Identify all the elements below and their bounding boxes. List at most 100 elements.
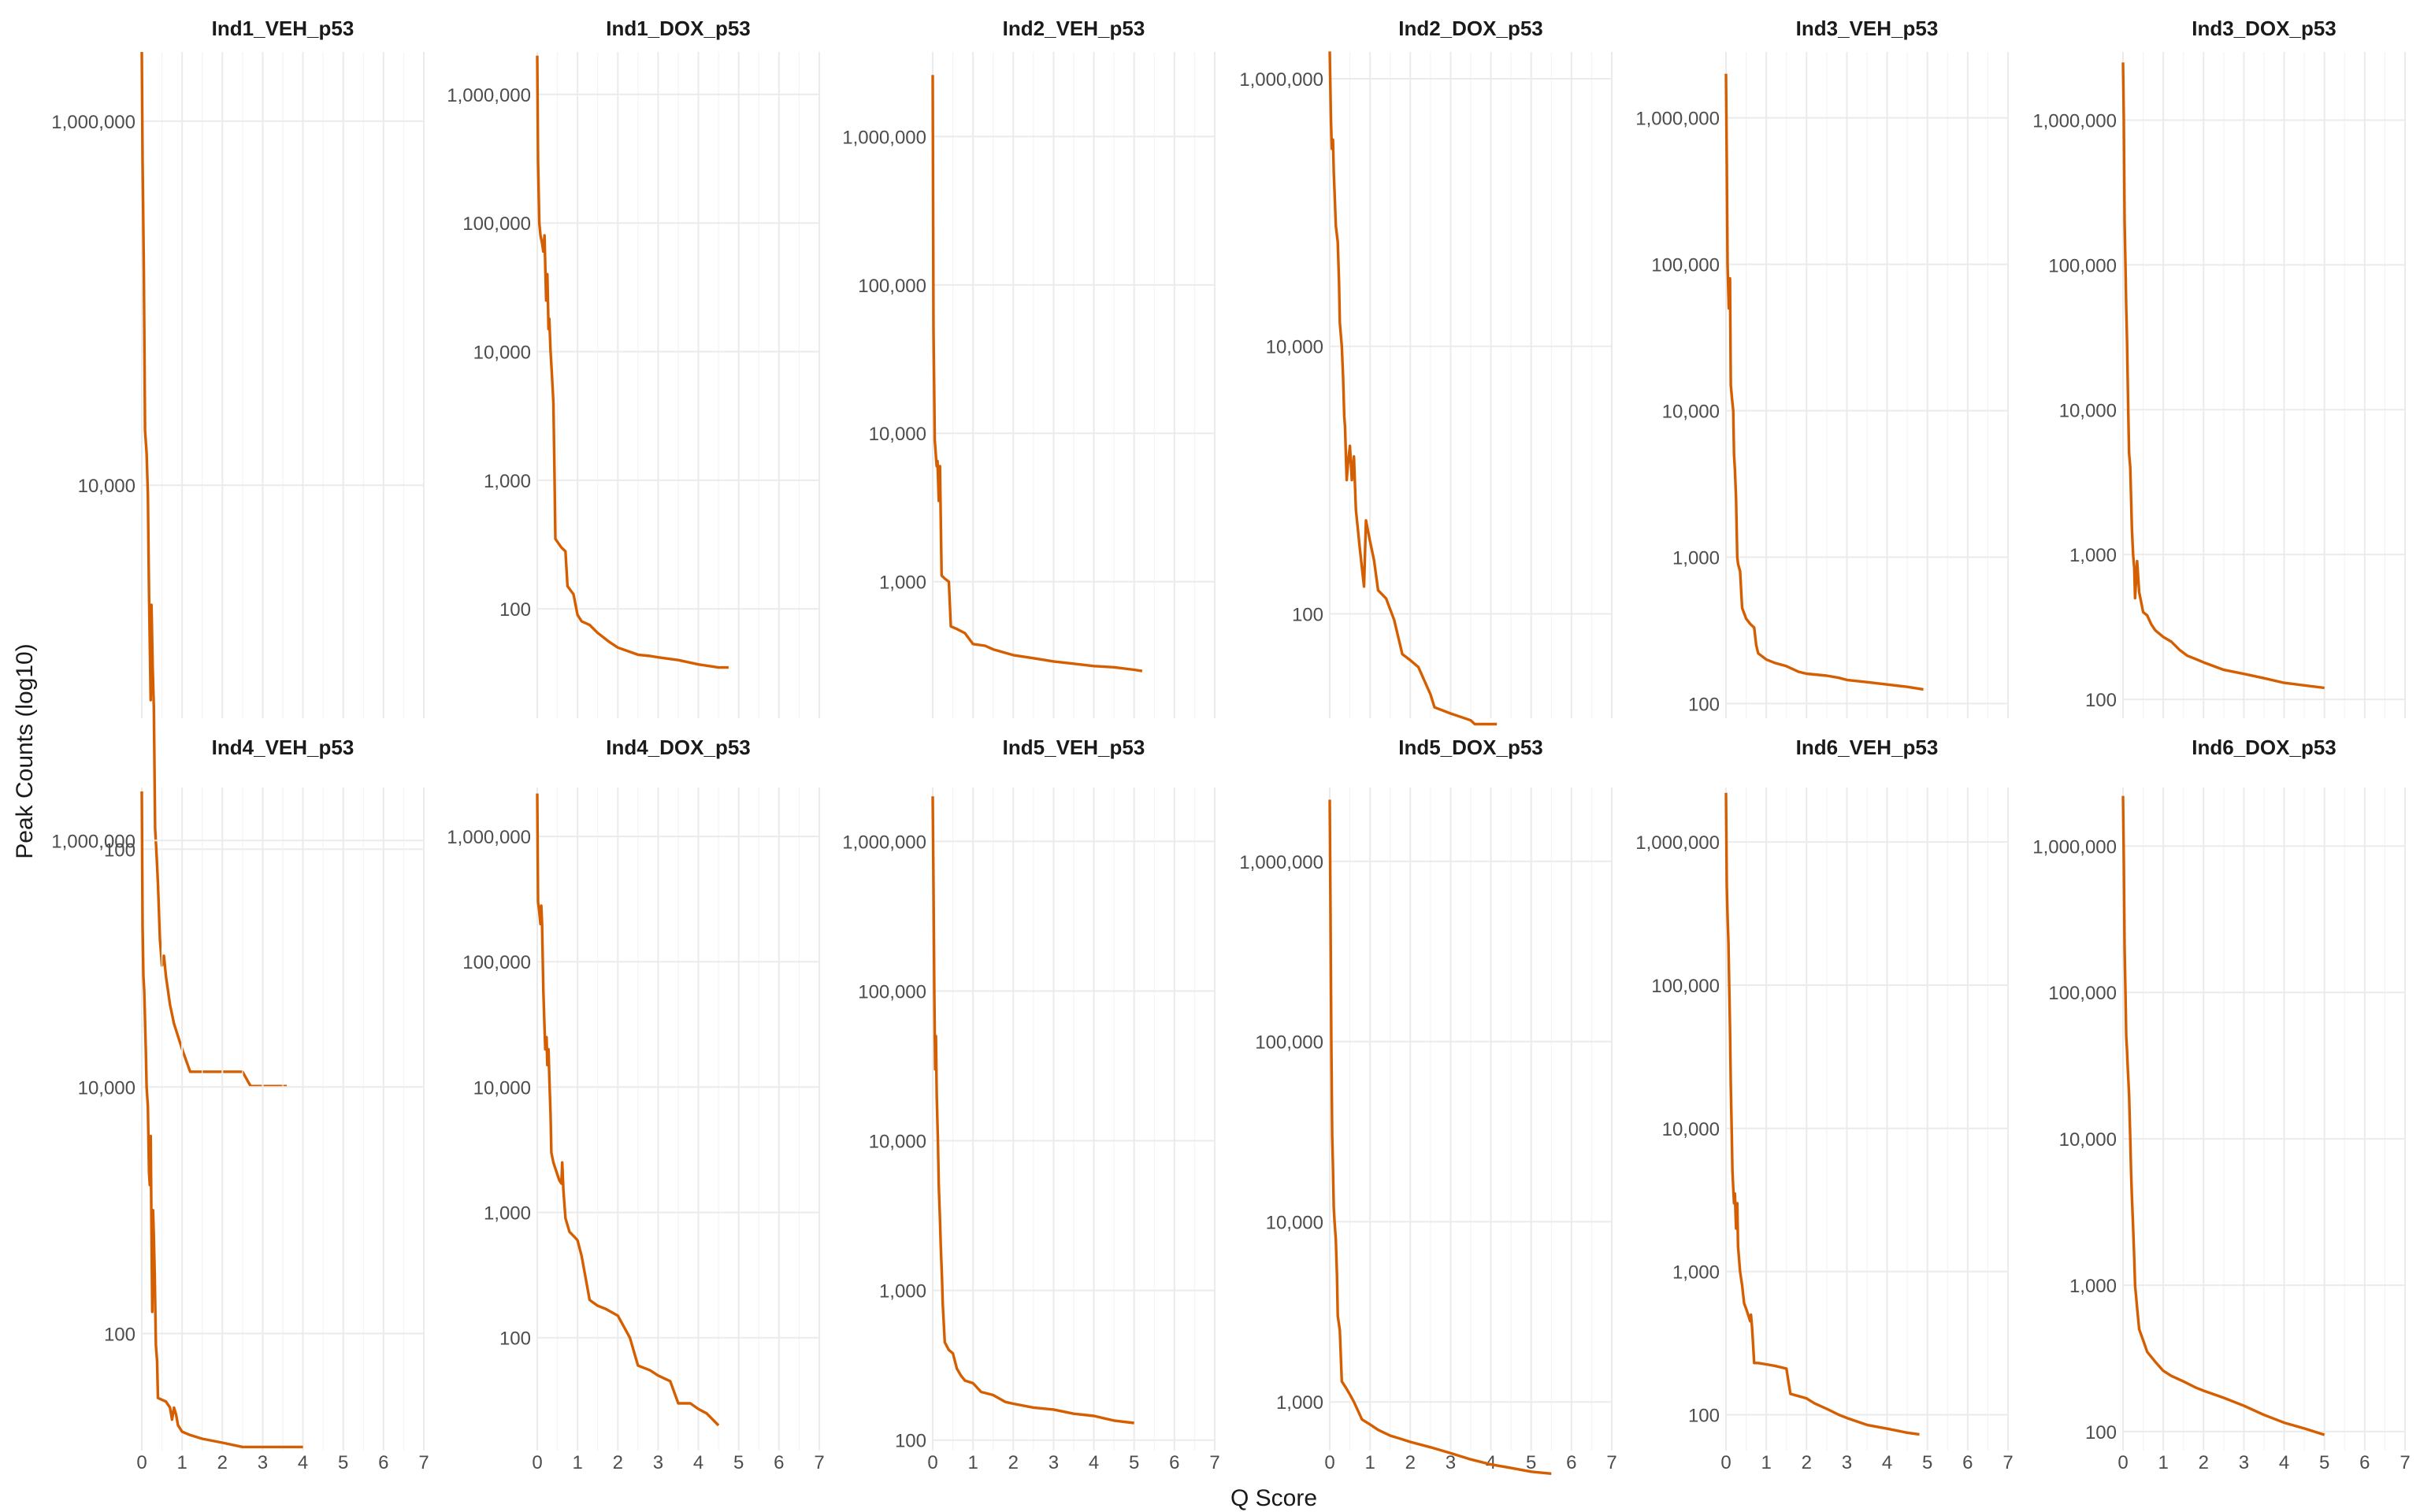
y-tick-label: 1,000,000 [2032,110,2117,132]
x-tick-label: 2 [2199,1452,2209,1473]
y-tick-label: 10,000 [2059,400,2117,421]
x-tick-label: 3 [1842,1452,1852,1473]
panel-title: Ind2_VEH_p53 [1003,17,1145,40]
series-line [931,75,1143,673]
panel-Ind3_VEH_p53: 100 1,000 10,000 100,000 1,000,000 Ind3_VEH_p… [1635,17,2009,718]
y-axis-title: Peak Counts (log10) [12,643,38,859]
series-line [2121,62,2325,690]
panel-title: Ind1_DOX_p53 [606,17,751,40]
x-tick-label: 5 [2319,1452,2329,1473]
series-line [140,51,288,1088]
x-tick-label: 4 [1089,1452,1099,1473]
y-tick-label: 100,000 [1255,1032,1323,1054]
x-tick-label: 2 [613,1452,623,1473]
panel-Ind6_DOX_p53: 100 1,000 10,000 100,000 1,000,000 0 1 2 3 4 5 6 7 In… [2032,736,2410,1473]
x-tick-label: 0 [532,1452,542,1473]
panel-Ind5_VEH_p53: 100 1,000 10,000 100,000 1,000,000 0 1 2 3 4 5 6 7 In… [842,736,1219,1473]
panel-title: Ind3_VEH_p53 [1796,17,1939,40]
y-tick-label: 1,000,000 [1239,69,1323,91]
x-tick-label: 0 [1720,1452,1731,1473]
y-tick-label: 100,000 [462,952,531,973]
series-line [1328,51,1498,726]
x-tick-label: 3 [653,1452,663,1473]
y-tick-label: 10,000 [78,1077,135,1099]
panel-Ind1_VEH_p53: 100 10,000 1,000,000 Ind1_VEH_p53 [51,17,425,1088]
x-tick-label: 1 [967,1452,978,1473]
series-line [931,796,1134,1425]
panel-title: Ind6_VEH_p53 [1796,736,1939,759]
x-tick-label: 2 [1405,1452,1416,1473]
x-tick-label: 4 [298,1452,308,1473]
y-tick-label: 1,000,000 [51,831,135,852]
x-tick-label: 0 [2118,1452,2128,1473]
y-tick-label: 100,000 [858,276,926,297]
series-line [1328,799,1552,1475]
panel-Ind4_VEH_p53: 100 10,000 1,000,000 0 1 2 3 4 5 6 7 Ind4_VEH_p53 [51,736,429,1473]
x-tick-label: 0 [927,1452,937,1473]
y-tick-label: 100 [2085,690,2117,711]
series-line [536,793,720,1427]
x-tick-label: 3 [2239,1452,2249,1473]
panel-Ind6_VEH_p53: 100 1,000 10,000 100,000 1,000,000 0 1 2 3 4 5 6 7 In… [1635,736,2013,1473]
y-tick-label: 1,000 [2069,1276,2117,1297]
y-tick-label: 1,000 [879,573,926,594]
x-tick-label: 4 [2279,1452,2289,1473]
x-tick-label: 1 [572,1452,582,1473]
y-tick-label: 1,000,000 [2032,836,2117,858]
x-tick-label: 0 [136,1452,147,1473]
x-tick-label: 6 [774,1452,784,1473]
x-tick-label: 0 [1324,1452,1334,1473]
panel-title: Ind4_VEH_p53 [212,736,354,759]
x-tick-label: 5 [1922,1452,1932,1473]
y-tick-label: 1,000 [2069,545,2117,566]
y-tick-label: 1,000,000 [842,127,926,148]
y-tick-label: 100 [499,599,531,621]
x-tick-label: 1 [1364,1452,1375,1473]
y-tick-label: 100,000 [858,981,926,1002]
panel-title: Ind1_VEH_p53 [212,17,354,40]
series-line [536,55,729,669]
y-tick-label: 100,000 [1651,255,1720,276]
x-tick-label: 6 [378,1452,388,1473]
series-line [1724,73,1924,691]
y-tick-label: 1,000 [484,471,531,492]
panel-title: Ind5_VEH_p53 [1003,736,1145,759]
y-tick-label: 1,000,000 [447,827,531,848]
y-tick-label: 10,000 [1662,402,1720,423]
y-tick-label: 10,000 [473,343,531,364]
y-tick-label: 1,000 [484,1203,531,1225]
y-tick-label: 10,000 [869,424,926,445]
x-tick-label: 7 [1209,1452,1219,1473]
y-tick-label: 10,000 [1266,337,1323,358]
y-tick-label: 1,000,000 [1239,852,1323,873]
y-tick-label: 1,000,000 [447,85,531,106]
x-tick-label: 6 [2359,1452,2370,1473]
x-tick-label: 6 [1169,1452,1179,1473]
y-tick-label: 100 [1688,1406,1720,1427]
x-tick-label: 5 [1526,1452,1536,1473]
panel-Ind2_VEH_p53: 1,000 10,000 100,000 1,000,000 Ind2_VEH_p53 [842,17,1216,718]
y-tick-label: 100,000 [2048,255,2117,276]
x-tick-label: 5 [1129,1452,1139,1473]
panel-title: Ind2_DOX_p53 [1398,17,1543,40]
y-tick-label: 1,000 [1672,1262,1720,1284]
y-tick-label: 1,000,000 [842,832,926,853]
y-tick-label: 100,000 [1651,976,1720,997]
y-tick-label: 100,000 [462,213,531,235]
y-tick-label: 10,000 [1662,1119,1720,1140]
x-tick-label: 3 [258,1452,268,1473]
series-line [140,791,303,1449]
x-tick-label: 4 [693,1452,703,1473]
y-tick-label: 10,000 [2059,1129,2117,1151]
x-tick-label: 1 [176,1452,187,1473]
y-tick-label: 1,000 [1276,1392,1323,1414]
y-tick-label: 100 [104,1324,135,1345]
series-line [1724,792,1920,1436]
x-tick-label: 1 [1761,1452,1771,1473]
panel-title: Ind5_DOX_p53 [1398,736,1543,759]
x-tick-label: 7 [2400,1452,2410,1473]
panel-title: Ind3_DOX_p53 [2192,17,2336,40]
x-tick-label: 7 [418,1452,429,1473]
y-tick-label: 1,000,000 [1635,109,1720,130]
